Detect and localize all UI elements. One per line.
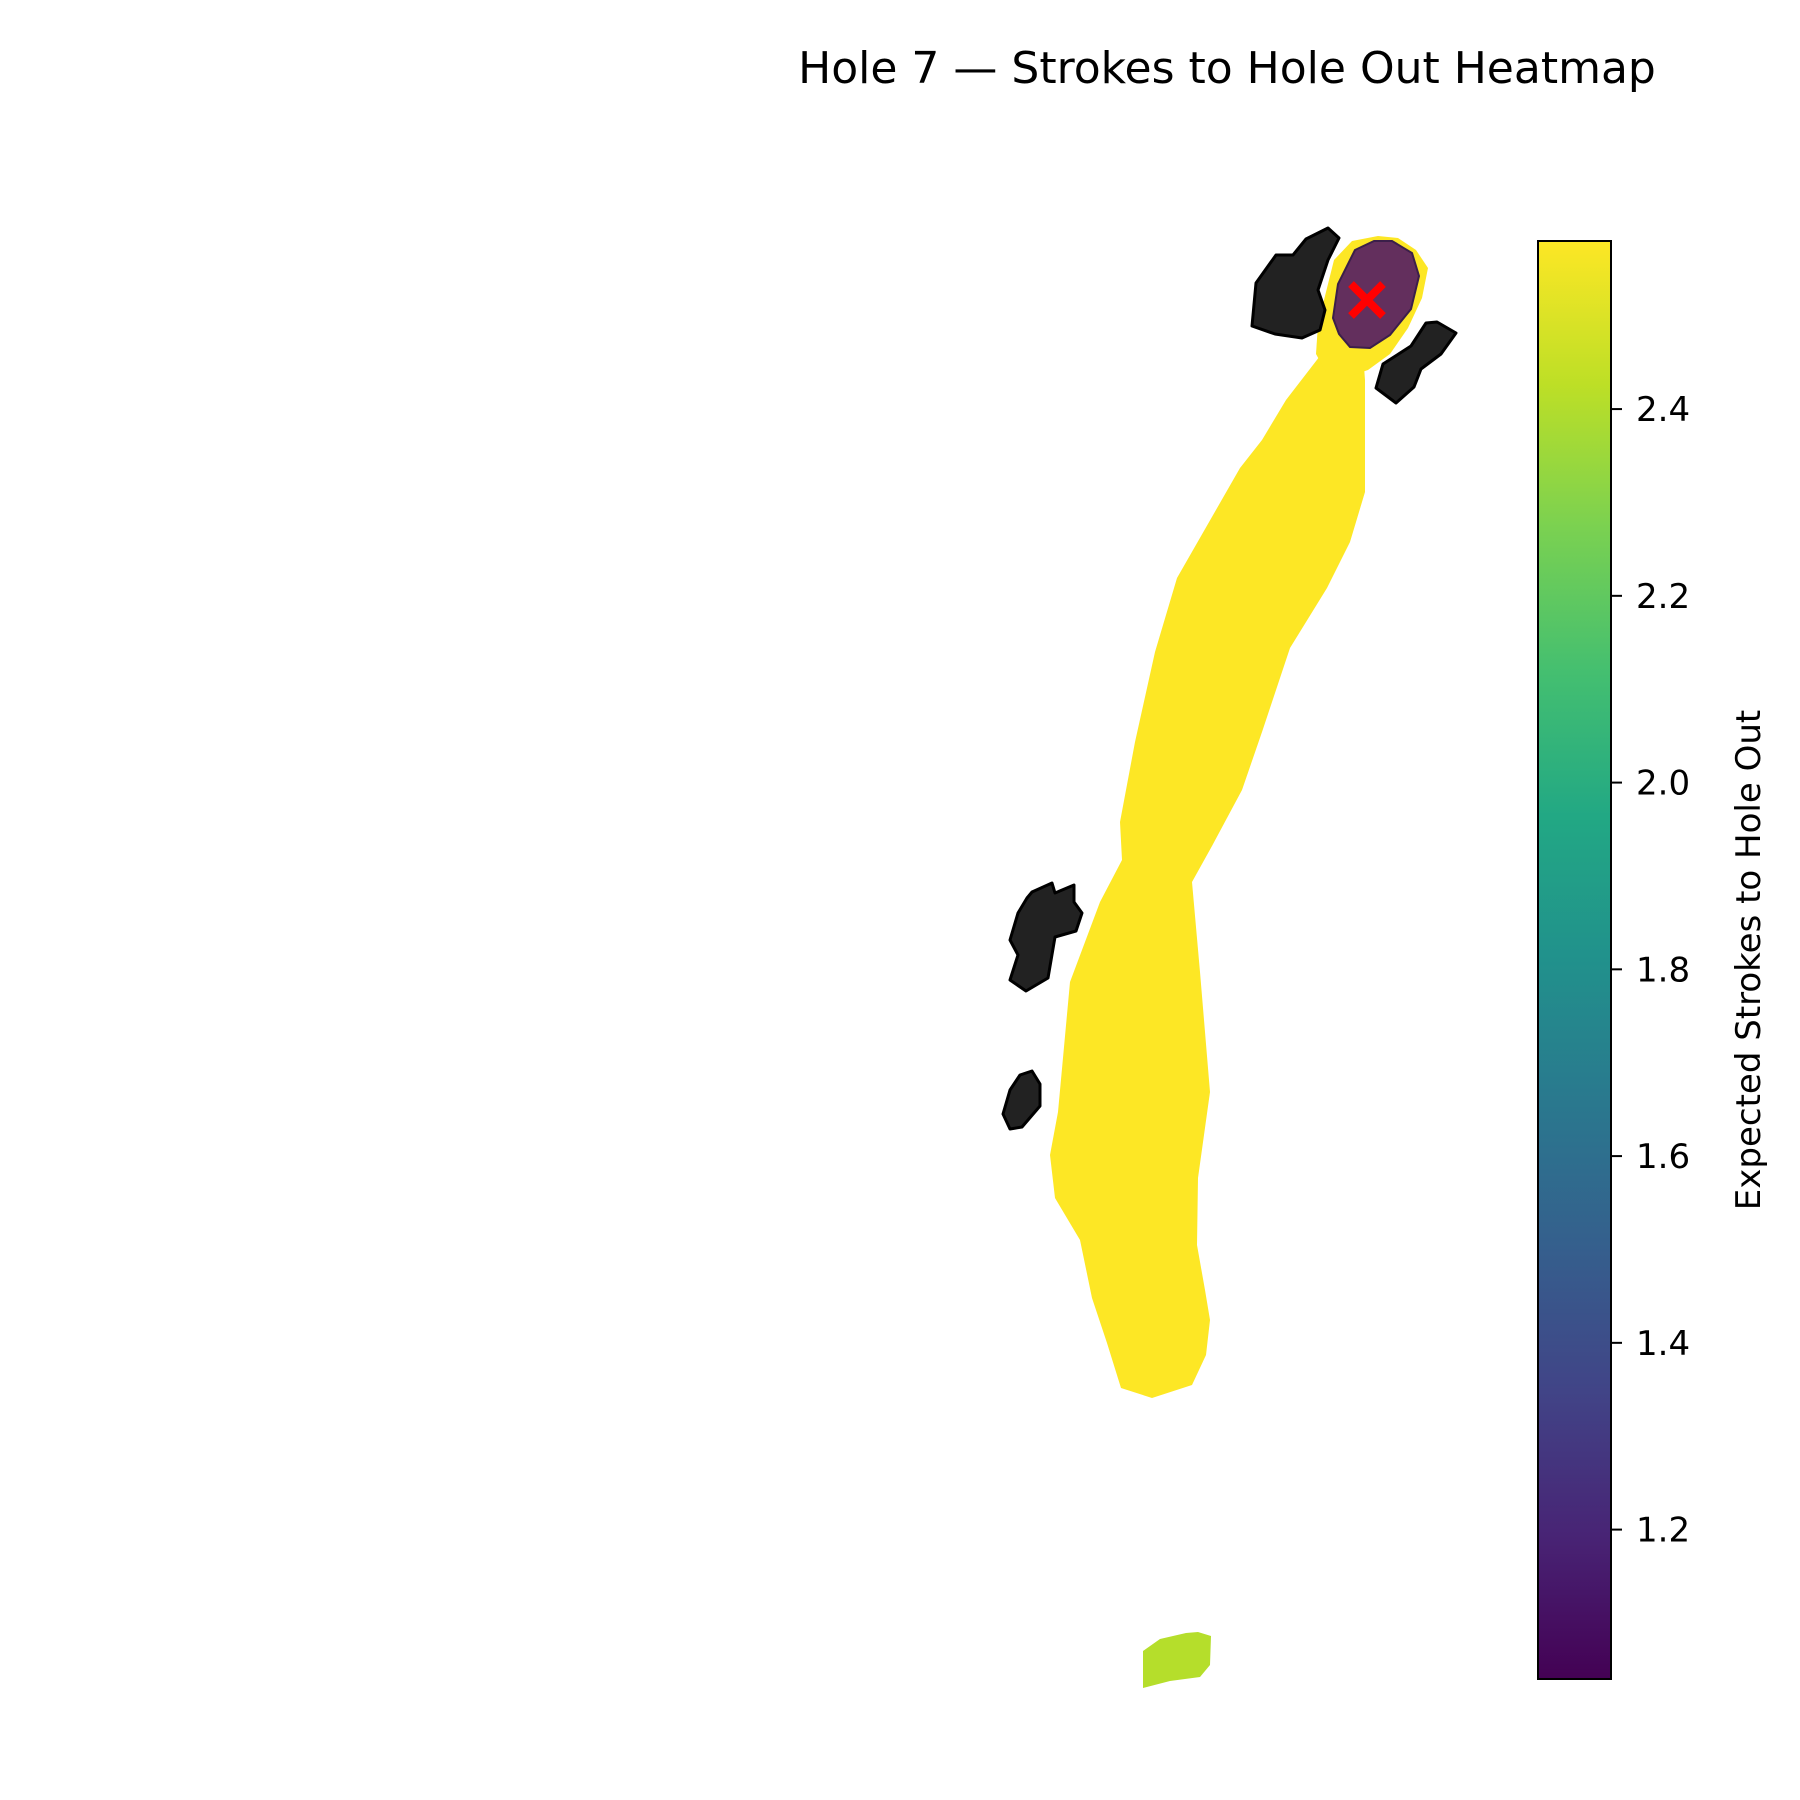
colorbar-tick-label: 1.4 bbox=[1636, 1324, 1690, 1364]
bunker-green-left bbox=[1250, 226, 1341, 340]
x-mark-icon bbox=[1348, 281, 1386, 319]
bunker-green-right bbox=[1374, 320, 1458, 405]
bunker-fairway-upper bbox=[1008, 881, 1084, 993]
colorbar-gradient bbox=[1537, 240, 1612, 1680]
bunker-fairway-lower bbox=[1001, 1069, 1042, 1131]
colorbar-ticks: 1.2 1.4 1.6 1.8 2.0 2.2 2.4 bbox=[1611, 390, 1690, 1551]
colorbar-tick-label: 1.2 bbox=[1636, 1511, 1690, 1551]
hole-map bbox=[1001, 226, 1458, 1688]
colorbar-tick-label: 2.0 bbox=[1636, 764, 1690, 804]
colorbar-tick-label: 1.6 bbox=[1636, 1137, 1690, 1177]
tee-box-region bbox=[1143, 1632, 1211, 1688]
chart-title: Hole 7 — Strokes to Hole Out Heatmap bbox=[798, 43, 1656, 94]
colorbar: 1.2 1.4 1.6 1.8 2.0 2.2 2.4 Expected Strokes t… bbox=[1537, 240, 1769, 1680]
colorbar-tick-label: 2.4 bbox=[1636, 390, 1690, 430]
colorbar-label: Expected Strokes to Hole Out bbox=[1729, 710, 1769, 1210]
fairway-region bbox=[1050, 296, 1366, 1398]
colorbar-tick-label: 2.2 bbox=[1636, 577, 1690, 617]
colorbar-tick-label: 1.8 bbox=[1636, 950, 1690, 990]
